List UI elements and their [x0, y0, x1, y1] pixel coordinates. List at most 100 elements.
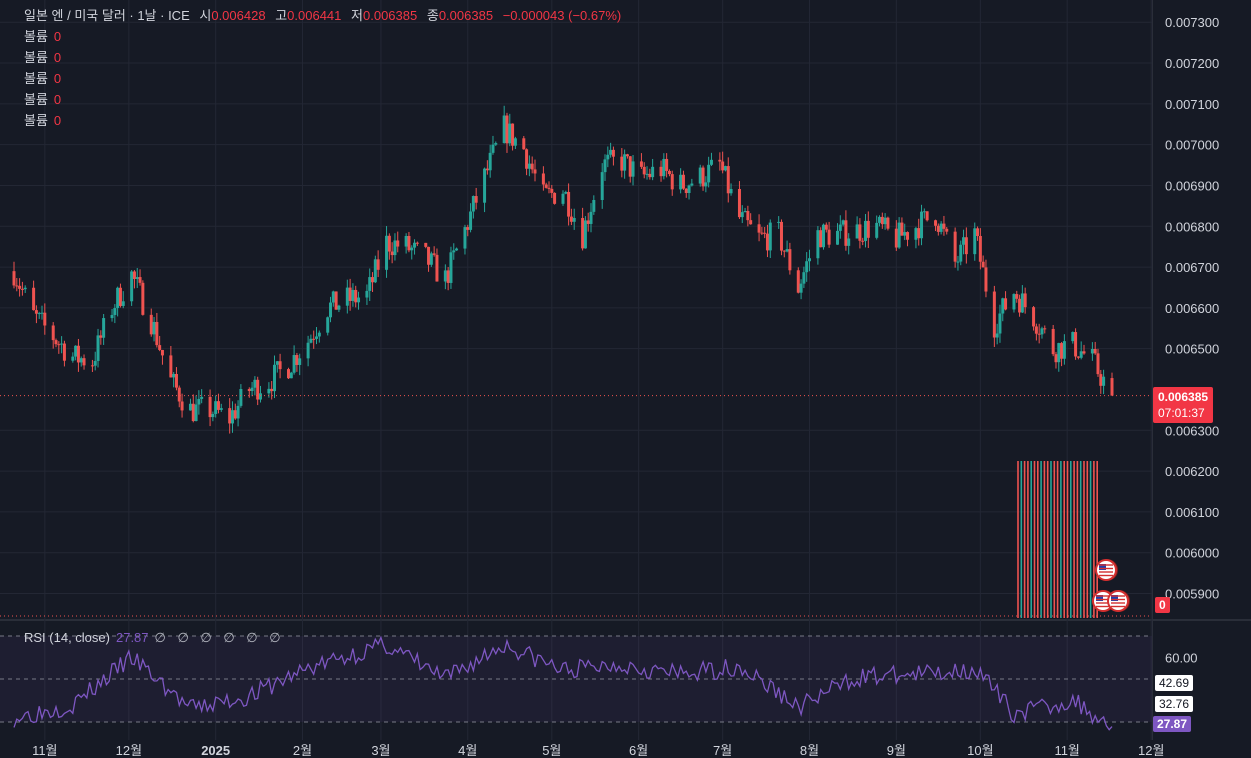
candle-body[interactable] — [513, 138, 517, 146]
candle-body[interactable] — [679, 174, 683, 190]
candle-body[interactable] — [138, 277, 142, 283]
candle-body[interactable] — [1090, 348, 1094, 354]
candle-body[interactable] — [544, 184, 548, 188]
candle-body[interactable] — [247, 388, 251, 392]
candle-body[interactable] — [121, 301, 125, 306]
candle-body[interactable] — [701, 167, 705, 187]
candle-body[interactable] — [611, 149, 615, 157]
candle-body[interactable] — [821, 224, 825, 248]
candle-body[interactable] — [827, 229, 831, 245]
candle-body[interactable] — [855, 224, 859, 239]
volume-row[interactable]: 볼륨 0 — [24, 68, 61, 87]
candle-body[interactable] — [488, 152, 492, 171]
candle-body[interactable] — [572, 217, 576, 222]
candle-body[interactable] — [502, 115, 506, 144]
candle-body[interactable] — [463, 227, 467, 249]
candle-body[interactable] — [1054, 354, 1058, 363]
candle-body[interactable] — [939, 223, 943, 232]
candle-body[interactable] — [914, 228, 918, 240]
candle-body[interactable] — [665, 158, 669, 171]
candle-body[interactable] — [707, 164, 711, 183]
candle-body[interactable] — [1032, 307, 1036, 327]
candle-body[interactable] — [267, 388, 271, 394]
candle-body[interactable] — [659, 166, 663, 177]
candle-body[interactable] — [337, 305, 341, 310]
candle-body[interactable] — [253, 379, 257, 388]
candle-body[interactable] — [807, 258, 811, 262]
candle-body[interactable] — [62, 343, 66, 361]
candle-body[interactable] — [723, 166, 727, 171]
candle-body[interactable] — [130, 271, 134, 302]
candle-body[interactable] — [169, 355, 173, 378]
candle-body[interactable] — [628, 156, 632, 177]
candle-body[interactable] — [903, 232, 907, 236]
candle-body[interactable] — [309, 338, 313, 343]
candle-body[interactable] — [485, 168, 489, 171]
candle-body[interactable] — [1034, 326, 1038, 334]
candle-body[interactable] — [749, 220, 753, 225]
candle-body[interactable] — [135, 277, 139, 279]
candle-body[interactable] — [925, 211, 929, 221]
candle-body[interactable] — [592, 199, 596, 212]
candle-body[interactable] — [945, 228, 949, 232]
candle-body[interactable] — [639, 161, 643, 167]
candle-body[interactable] — [149, 314, 153, 335]
candle-body[interactable] — [564, 191, 568, 194]
candle-body[interactable] — [785, 249, 789, 252]
candle-body[interactable] — [642, 166, 646, 175]
candle-body[interactable] — [385, 235, 389, 270]
candle-body[interactable] — [1076, 356, 1080, 358]
candle-body[interactable] — [334, 291, 338, 310]
candle-body[interactable] — [233, 410, 237, 419]
candle-body[interactable] — [721, 161, 725, 171]
candle-body[interactable] — [1082, 351, 1086, 354]
candle-body[interactable] — [415, 242, 419, 244]
candle-body[interactable] — [726, 166, 730, 194]
candle-body[interactable] — [1074, 332, 1078, 357]
candle-body[interactable] — [172, 373, 176, 378]
candle-body[interactable] — [155, 321, 159, 346]
candle-body[interactable] — [256, 379, 260, 400]
candle-body[interactable] — [740, 212, 744, 218]
candle-body[interactable] — [858, 224, 862, 241]
candle-body[interactable] — [413, 242, 417, 248]
candle-body[interactable] — [214, 401, 218, 414]
candle-body[interactable] — [844, 220, 848, 246]
candle-body[interactable] — [452, 250, 456, 253]
candle-body[interactable] — [757, 224, 761, 233]
candle-body[interactable] — [1096, 353, 1100, 375]
candle-body[interactable] — [718, 159, 722, 162]
candle-body[interactable] — [113, 308, 117, 315]
candle-body[interactable] — [816, 230, 820, 259]
candle-body[interactable] — [197, 398, 201, 405]
candle-body[interactable] — [158, 345, 162, 350]
candle-body[interactable] — [230, 410, 234, 424]
candle-body[interactable] — [788, 249, 792, 271]
candle-body[interactable] — [348, 287, 352, 301]
candle-body[interactable] — [410, 247, 414, 251]
candle-body[interactable] — [687, 185, 691, 193]
candle-body[interactable] — [331, 291, 335, 303]
candle-body[interactable] — [57, 344, 61, 346]
candle-body[interactable] — [667, 170, 671, 175]
candle-body[interactable] — [841, 220, 845, 225]
candle-body[interactable] — [188, 403, 192, 411]
candle-body[interactable] — [278, 361, 282, 370]
candle-body[interactable] — [483, 168, 487, 203]
candle-body[interactable] — [765, 233, 769, 251]
candle-body[interactable] — [272, 364, 276, 392]
candle-body[interactable] — [160, 349, 164, 356]
candle-body[interactable] — [900, 222, 904, 236]
candle-body[interactable] — [623, 154, 627, 171]
candle-body[interactable] — [20, 288, 24, 290]
candle-body[interactable] — [1015, 294, 1019, 299]
candle-body[interactable] — [533, 169, 537, 174]
candle-body[interactable] — [796, 270, 800, 293]
candle-body[interactable] — [847, 238, 851, 246]
candle-body[interactable] — [174, 373, 178, 388]
candle-body[interactable] — [1110, 378, 1114, 396]
volume-row[interactable]: 볼륨 0 — [24, 89, 61, 108]
candle-body[interactable] — [236, 405, 240, 419]
candle-body[interactable] — [1040, 328, 1044, 335]
candle-body[interactable] — [609, 149, 613, 155]
